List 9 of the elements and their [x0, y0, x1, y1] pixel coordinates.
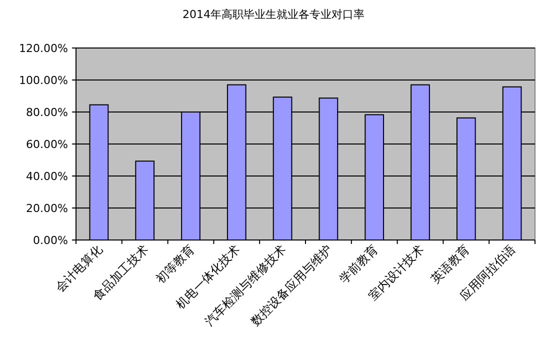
y-tick-label: 60.00% [26, 138, 68, 151]
y-tick-label: 20.00% [26, 202, 68, 215]
y-tick-label: 40.00% [26, 170, 68, 183]
x-tick-label: 初等教育 [153, 242, 197, 286]
y-tick-label: 80.00% [26, 106, 68, 119]
y-tick-label: 100.00% [19, 74, 68, 87]
chart-title: 2014年高职毕业生就业各专业对口率 [182, 8, 364, 21]
y-tick-label: 0.00% [33, 234, 68, 247]
y-tick-label: 120.00% [19, 42, 68, 55]
